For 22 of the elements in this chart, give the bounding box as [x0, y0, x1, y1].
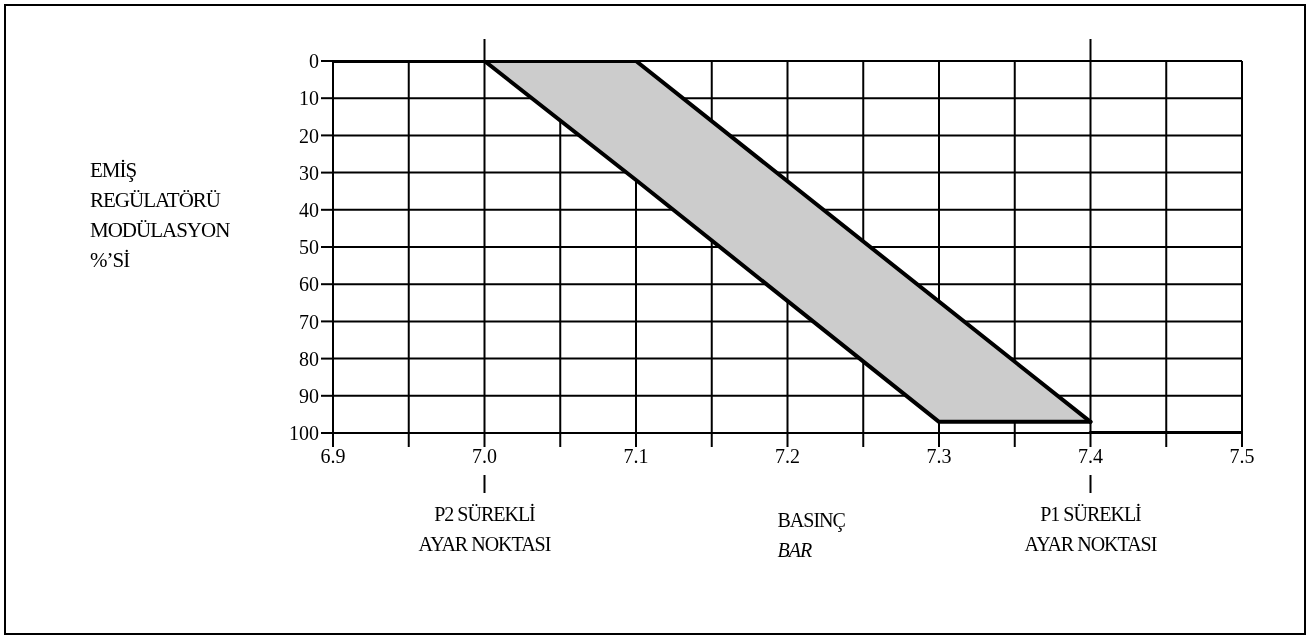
- y-tick-label: 70: [299, 310, 319, 333]
- y-tick-label: 20: [299, 124, 319, 147]
- annotation: P2 SÜREKLİ AYAR NOKTASI: [417, 502, 552, 557]
- x-tick-label: 7.4: [1078, 445, 1103, 468]
- x-tick-label: 7.2: [775, 445, 800, 468]
- y-tick-label: 0: [309, 50, 319, 73]
- y-tick-label: 90: [299, 384, 319, 407]
- x-tick-label: 6.9: [320, 445, 346, 468]
- y-tick-label: 100: [289, 422, 319, 445]
- x-tick-label: 7.1: [623, 445, 649, 468]
- x-tick-label: 7.5: [1229, 445, 1255, 468]
- y-tick-label: 10: [299, 87, 319, 110]
- x-axis-title: BASINÇ BAR: [777, 508, 846, 563]
- y-tick-label: 40: [299, 198, 319, 221]
- y-tick-label: 60: [299, 273, 319, 296]
- y-tick-label: 50: [299, 236, 319, 259]
- x-tick-label: 7.3: [926, 445, 952, 468]
- y-tick-label: 80: [299, 347, 319, 370]
- y-tick-label: 30: [299, 161, 319, 184]
- y-axis-title: EMİŞ REGÜLATÖRÜ MODÜLASYON %’Sİ: [90, 157, 231, 274]
- annotation: P1 SÜREKLİ AYAR NOKTASI: [1023, 502, 1158, 557]
- x-tick-label: 7.0: [472, 445, 497, 468]
